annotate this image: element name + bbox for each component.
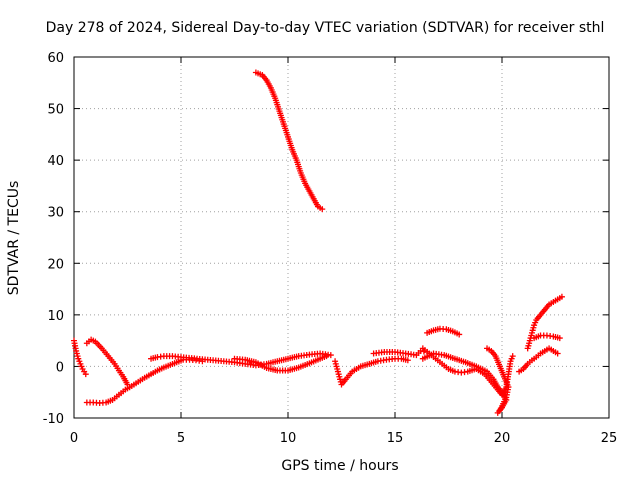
data-point bbox=[554, 350, 561, 357]
y-tick-label: 10 bbox=[47, 309, 64, 324]
x-tick-label: 20 bbox=[494, 431, 511, 446]
x-axis-label: GPS time / hours bbox=[281, 458, 398, 474]
x-tick-label: 10 bbox=[280, 431, 297, 446]
y-axis-label: SDTVAR / TECUs bbox=[6, 181, 22, 296]
x-tick-label: 15 bbox=[387, 431, 404, 446]
y-tick-label: -10 bbox=[43, 412, 64, 427]
y-tick-label: 20 bbox=[47, 257, 64, 272]
x-tick-label: 0 bbox=[70, 431, 78, 446]
y-tick-label: 50 bbox=[47, 103, 64, 118]
data-points bbox=[71, 69, 565, 416]
plot-frame bbox=[73, 56, 610, 419]
y-tick-label: 40 bbox=[47, 154, 64, 169]
data-point bbox=[558, 293, 565, 300]
y-tick-label: 60 bbox=[47, 51, 64, 66]
data-point bbox=[327, 352, 334, 359]
data-point bbox=[496, 407, 503, 414]
data-point bbox=[82, 371, 89, 378]
data-point bbox=[323, 353, 330, 360]
x-tick-label: 25 bbox=[601, 431, 618, 446]
y-tick-label: 30 bbox=[47, 206, 64, 221]
data-point bbox=[319, 206, 326, 213]
axis-ticks: 0 5 10 15 20 25 -10 0 10 20 30 40 50 60 bbox=[43, 51, 618, 446]
data-point bbox=[456, 331, 463, 338]
chart-title: Day 278 of 2024, Sidereal Day-to-day VTE… bbox=[46, 20, 605, 36]
data-point bbox=[556, 335, 563, 342]
y-tick-label: 0 bbox=[56, 360, 64, 375]
data-point bbox=[509, 353, 516, 360]
data-point bbox=[404, 357, 411, 364]
x-tick-label: 5 bbox=[177, 431, 185, 446]
